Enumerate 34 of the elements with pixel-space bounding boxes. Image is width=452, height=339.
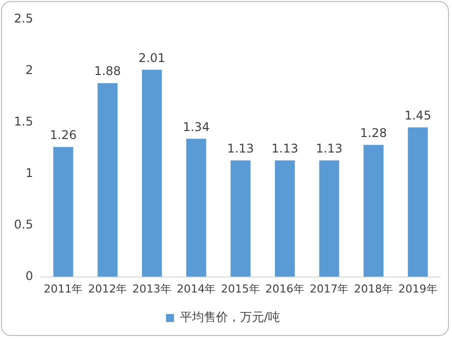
x-tick-label: 2013年 [132, 282, 172, 296]
x-tick-label: 2017年 [310, 282, 349, 296]
bar [364, 144, 384, 277]
y-tick-label: 1.5 [14, 114, 34, 128]
x-tick-label: 2015年 [221, 282, 260, 296]
y-tick-label: 2.5 [14, 11, 34, 26]
data-label: 2.01 [138, 50, 166, 65]
data-label: 1.13 [272, 141, 298, 156]
data-label: 1.34 [182, 120, 210, 134]
bar [230, 160, 251, 277]
data-label: 1.13 [227, 141, 254, 156]
x-tick-label: 2014年 [176, 282, 216, 296]
y-tick-label: 1 [25, 166, 34, 180]
x-tick-label: 2012年 [88, 282, 128, 296]
y-tick-label: 0 [25, 268, 34, 283]
data-label: 1.28 [360, 126, 387, 140]
data-label: 1.26 [50, 128, 77, 142]
y-tick-label: 0.5 [14, 217, 34, 232]
bar [408, 127, 428, 277]
bar [98, 83, 118, 277]
x-tick-label: 2016年 [265, 282, 304, 296]
bar [53, 146, 74, 277]
bar [186, 138, 206, 277]
data-label: 1.45 [404, 108, 432, 123]
bar [319, 160, 340, 277]
data-label: 1.88 [94, 64, 121, 78]
y-tick-label: 2 [25, 62, 34, 77]
x-tick-label: 2011年 [44, 282, 83, 296]
x-tick-label: 2019年 [398, 282, 438, 296]
bar [142, 70, 162, 277]
x-tick-label: 2018年 [354, 282, 394, 296]
data-label: 1.13 [316, 141, 343, 156]
legend-label: 平均售价，万元/吨 [180, 310, 280, 324]
bar [274, 160, 295, 277]
